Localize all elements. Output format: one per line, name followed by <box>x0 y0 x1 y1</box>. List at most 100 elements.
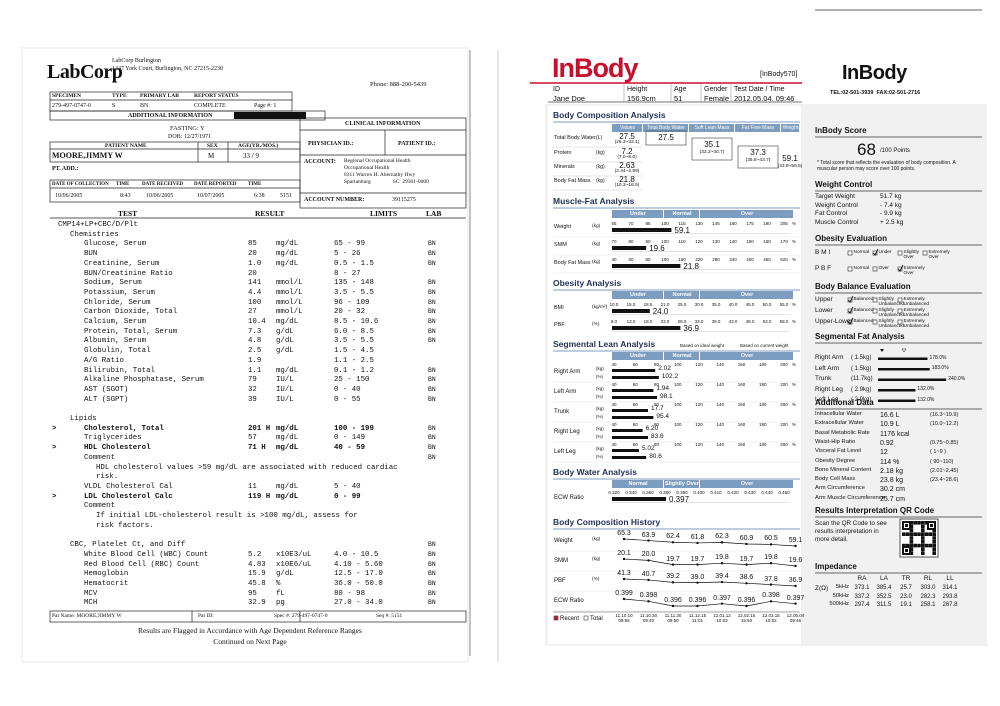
option-label: Over <box>878 266 889 271</box>
header-value: Jane Doe <box>553 94 586 103</box>
history-point <box>647 559 650 562</box>
band-label: Under <box>630 291 646 298</box>
result: 20 <box>248 269 257 278</box>
unit: mg/dL <box>276 250 299 259</box>
scale-label: 40 <box>611 422 617 427</box>
result: 4.4 <box>248 288 262 297</box>
column-header: LA <box>880 575 888 582</box>
scale-label: 100 <box>673 382 682 387</box>
result: 57 <box>248 434 257 443</box>
range: (26.3~32.1) <box>614 140 640 145</box>
value: 27.5 <box>658 133 674 142</box>
section-title: Results Interpretation QR Code <box>815 506 935 515</box>
bar-value: 183.0% <box>931 365 949 371</box>
scale-label: 0.430 <box>744 490 756 495</box>
qr-cell <box>932 551 936 555</box>
history-date: 11.12.15 11:01 <box>688 613 707 623</box>
scale-label: 520 <box>780 257 788 262</box>
qr-cell <box>932 540 936 544</box>
lab-code: BN <box>428 589 436 597</box>
bar <box>612 309 650 313</box>
field-label: PT. ADD.: <box>52 166 79 172</box>
row-label: PBF <box>554 322 565 328</box>
lab-code: BN <box>428 366 436 374</box>
scale-label: 200 <box>780 422 788 427</box>
column-header: Values <box>620 124 635 131</box>
bar-value: 19.6 <box>649 243 665 253</box>
scale-label: 0.420 <box>727 490 739 495</box>
page-number: Page #: 1 <box>254 103 277 109</box>
impedance-value: 297.4 <box>854 602 870 608</box>
band-label: Over <box>740 210 754 217</box>
history-value: 38.6 <box>739 574 754 582</box>
scale-label: 160 <box>737 402 746 407</box>
scale-label: 60 <box>632 362 638 367</box>
bar <box>878 389 916 392</box>
history-value: 0.396 <box>737 597 756 604</box>
row-label: Minerals <box>554 164 575 170</box>
band-label: Normal <box>672 210 692 217</box>
field-label: TYPE <box>112 93 127 99</box>
history-point <box>696 541 699 545</box>
unit: mg/dL <box>276 492 299 501</box>
column-header: LAB <box>426 209 442 218</box>
result: 1.0 <box>248 259 262 268</box>
band-label: Normal <box>628 480 648 487</box>
row-label: Upper <box>815 296 833 303</box>
result: 1.1 <box>248 366 262 375</box>
flag: > <box>52 424 57 433</box>
qr-cell <box>921 547 925 552</box>
scale-label: 0.450 <box>778 490 790 495</box>
row-value: - 7.4 kg <box>880 201 902 209</box>
history-point <box>622 557 626 561</box>
lab-code: BN <box>428 550 436 558</box>
qr-cell <box>921 540 925 544</box>
history-value: 20.1 <box>617 550 631 557</box>
history-value: 39.4 <box>715 573 729 581</box>
range: (33.3~40.7) <box>699 150 725 155</box>
field-value: 279-497-0747-0 <box>52 103 91 109</box>
bar <box>612 436 648 439</box>
scale-label: 100 <box>673 362 682 367</box>
qr-cell <box>921 528 925 533</box>
test-name: Calcium, Serum <box>84 318 147 326</box>
lab-code: BN <box>428 250 436 258</box>
value: 21.8 <box>619 175 635 184</box>
qr-text: results interpretation in <box>815 528 879 535</box>
scale-label: 8.0 <box>610 319 618 324</box>
result: 45.8 <box>248 579 266 588</box>
row-value: (11.7kg) <box>851 376 873 382</box>
header-label: Height <box>627 86 648 93</box>
result: 11 <box>248 482 257 491</box>
history-point <box>720 602 724 605</box>
field-label: DATE REPORTED <box>194 182 237 187</box>
impedance-value: 303.0 <box>920 585 936 591</box>
unit: (kg) <box>596 178 605 184</box>
bar-value: 17.7 <box>651 405 664 412</box>
field-label: TIME <box>116 182 130 187</box>
scale-label: 40 <box>611 362 617 367</box>
result: 100 <box>248 298 262 307</box>
scale-label: 200 <box>780 402 788 407</box>
limits: 80 - 98 <box>334 589 366 598</box>
field-value: S <box>112 103 116 109</box>
lab-code: BN <box>428 327 436 335</box>
scale-label: 400 <box>746 257 754 262</box>
contact: TEL:02-501-3939 FAX:02-501-2716 <box>830 90 921 96</box>
qr-cell <box>909 532 914 536</box>
scale-label: 40 <box>611 257 617 262</box>
row-value: 51.7 kg <box>880 193 902 200</box>
qr-finder <box>930 524 933 527</box>
history-point <box>720 541 724 544</box>
bar-value: 24.0 <box>652 306 669 316</box>
scale-label: 0.390 <box>676 490 688 495</box>
unit: g/dL <box>276 337 294 346</box>
limits: 5 - 26 <box>334 250 361 259</box>
range: ( 90~110) <box>930 458 954 465</box>
result: 27 <box>248 308 257 317</box>
history-value: 19.8 <box>715 554 729 562</box>
row-label: Weight <box>554 538 573 544</box>
checkbox <box>872 319 878 325</box>
scale-label: 160 <box>737 362 746 367</box>
bar-value: 132.0% <box>917 396 935 403</box>
